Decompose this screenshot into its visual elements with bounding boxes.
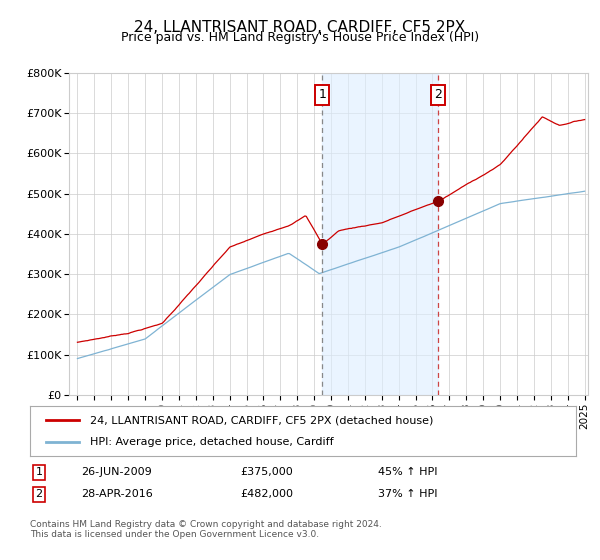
Text: 24, LLANTRISANT ROAD, CARDIFF, CF5 2PX (detached house): 24, LLANTRISANT ROAD, CARDIFF, CF5 2PX (… <box>90 415 433 425</box>
Text: 28-APR-2016: 28-APR-2016 <box>81 489 153 500</box>
Text: Price paid vs. HM Land Registry's House Price Index (HPI): Price paid vs. HM Land Registry's House … <box>121 31 479 44</box>
Text: 45% ↑ HPI: 45% ↑ HPI <box>378 467 437 477</box>
Text: 37% ↑ HPI: 37% ↑ HPI <box>378 489 437 500</box>
Text: 24, LLANTRISANT ROAD, CARDIFF, CF5 2PX: 24, LLANTRISANT ROAD, CARDIFF, CF5 2PX <box>134 20 466 35</box>
Text: £375,000: £375,000 <box>240 467 293 477</box>
Text: 1: 1 <box>35 467 43 477</box>
Text: 2: 2 <box>35 489 43 500</box>
Text: 2: 2 <box>434 88 442 101</box>
Text: HPI: Average price, detached house, Cardiff: HPI: Average price, detached house, Card… <box>90 437 334 447</box>
Text: £482,000: £482,000 <box>240 489 293 500</box>
Bar <box>322 73 438 395</box>
Text: Contains HM Land Registry data © Crown copyright and database right 2024.
This d: Contains HM Land Registry data © Crown c… <box>30 520 382 539</box>
Text: 1: 1 <box>319 88 326 101</box>
Text: 26-JUN-2009: 26-JUN-2009 <box>81 467 152 477</box>
